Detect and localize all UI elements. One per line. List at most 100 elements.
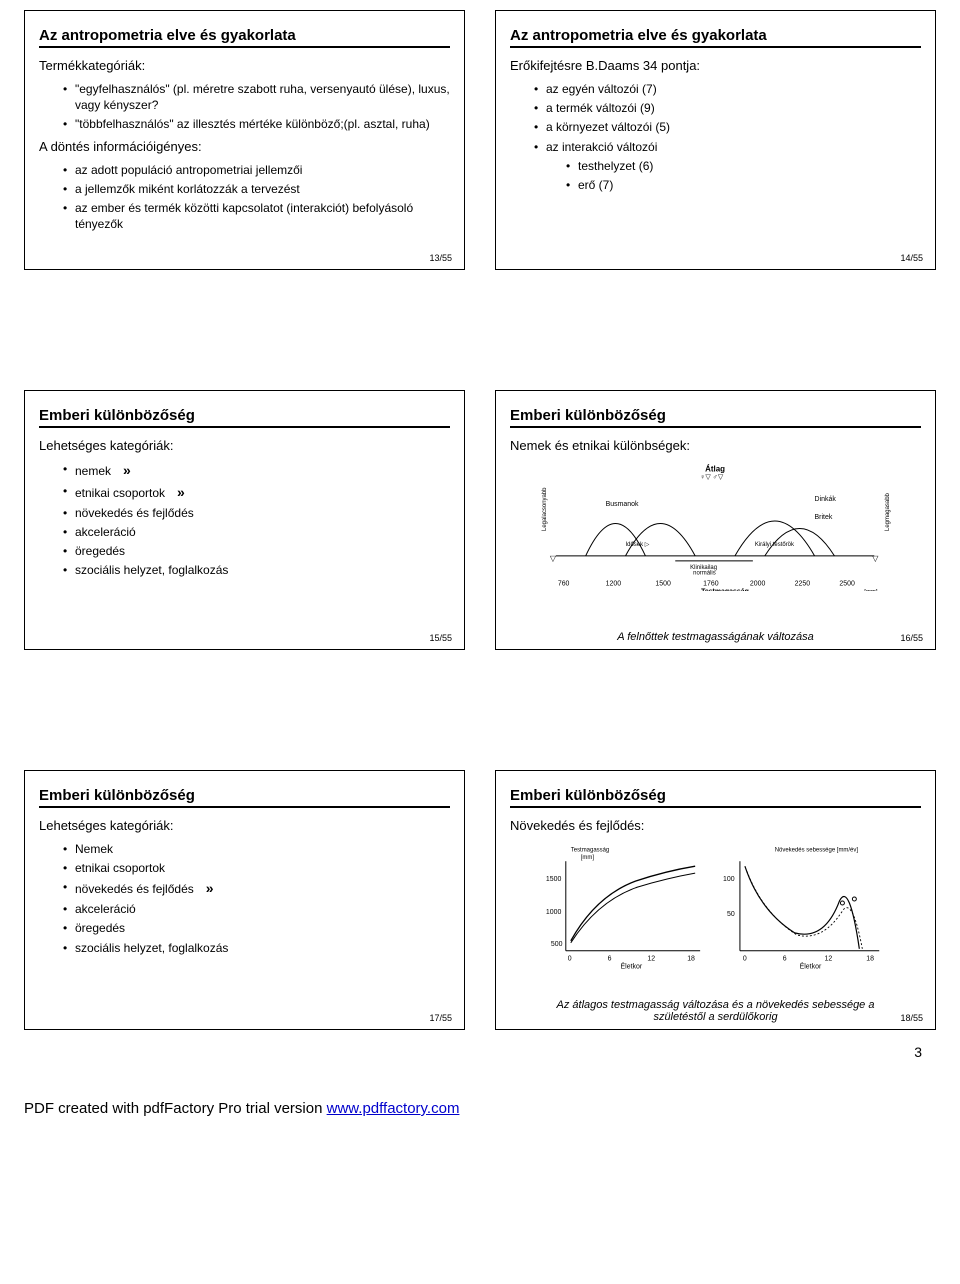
subhead: Lehetséges kategóriák: bbox=[39, 818, 450, 833]
chart-caption: A felnőttek testmagasságának változása bbox=[496, 631, 935, 643]
svg-text:Busmanok: Busmanok bbox=[606, 501, 639, 508]
svg-text:Növekedés sebessége [mm/év]: Növekedés sebessége [mm/év] bbox=[775, 847, 859, 853]
slide-18: Emberi különbözőség Növekedés és fejlődé… bbox=[495, 770, 936, 1030]
list-item: szociális helyzet, foglalkozás bbox=[67, 940, 450, 956]
list-item: etnikai csoportok » bbox=[67, 483, 450, 502]
list-item: erő (7) bbox=[570, 177, 921, 193]
list-item-text: az interakció változói bbox=[546, 140, 657, 154]
bullet-list: nemek» etnikai csoportok » növekedés és f… bbox=[39, 461, 450, 579]
list-item: öregedés bbox=[67, 543, 450, 559]
list-item: Nemek bbox=[67, 841, 450, 857]
list-item-text: etnikai csoportok bbox=[75, 486, 165, 500]
slide-13: Az antropometria elve és gyakorlata Term… bbox=[24, 10, 465, 270]
svg-text:1760: 1760 bbox=[704, 581, 720, 588]
page: Az antropometria elve és gyakorlata Term… bbox=[0, 0, 960, 1137]
list-item: etnikai csoportok bbox=[67, 860, 450, 876]
page-number: 18/55 bbox=[900, 1013, 923, 1023]
svg-text:▽: ▽ bbox=[550, 554, 557, 563]
list-item: nemek» bbox=[67, 461, 450, 480]
subhead: Lehetséges kategóriák: bbox=[39, 438, 450, 453]
svg-text:Legalacsonyabb: Legalacsonyabb bbox=[542, 487, 548, 531]
svg-text:Királyi testőrök: Királyi testőrök bbox=[755, 542, 794, 548]
svg-text:2500: 2500 bbox=[840, 581, 856, 588]
svg-text:6: 6 bbox=[783, 956, 787, 963]
list-item: szociális helyzet, foglalkozás bbox=[67, 562, 450, 578]
footer-text: PDF created with pdfFactory Pro trial ve… bbox=[24, 1100, 327, 1117]
svg-text:[mm]: [mm] bbox=[865, 590, 879, 591]
svg-text:Életkor: Életkor bbox=[800, 962, 822, 971]
list-item: az interakció változói testhelyzet (6) e… bbox=[538, 139, 921, 194]
bullet-list: az egyén változói (7) a termék változói … bbox=[510, 81, 921, 193]
chart-label: Átlag bbox=[706, 464, 726, 473]
list-item: testhelyzet (6) bbox=[570, 158, 921, 174]
page-number: 15/55 bbox=[429, 633, 452, 643]
svg-text:50: 50 bbox=[727, 911, 735, 918]
sub-list: testhelyzet (6) erő (7) bbox=[546, 158, 921, 193]
svg-text:760: 760 bbox=[558, 581, 570, 588]
list-item: "többfelhasználós" az illesztés mértéke … bbox=[67, 116, 450, 132]
slide-title: Emberi különbözőség bbox=[39, 781, 450, 808]
svg-text:Testmagasság: Testmagasság bbox=[702, 589, 750, 591]
svg-text:Legmagasabb: Legmagasabb bbox=[886, 492, 892, 531]
outer-page-number: 3 bbox=[914, 1044, 922, 1060]
page-number: 13/55 bbox=[429, 253, 452, 263]
growth-chart: Testmagasság [mm] 1500 1000 500 0 6 12 1… bbox=[526, 841, 904, 971]
subhead: Erőkifejtésre B.Daams 34 pontja: bbox=[510, 58, 921, 73]
svg-text:12: 12 bbox=[648, 956, 656, 963]
arrow-icon: » bbox=[206, 879, 214, 898]
svg-text:normális: normális bbox=[694, 571, 717, 577]
subhead: A döntés információigényes: bbox=[39, 139, 450, 154]
list-item: öregedés bbox=[67, 920, 450, 936]
svg-text:1500: 1500 bbox=[656, 581, 672, 588]
outer-page-number-wrap: 3 bbox=[24, 1030, 936, 1060]
svg-text:Idősek ▷: Idősek ▷ bbox=[626, 542, 650, 548]
svg-text:1500: 1500 bbox=[546, 876, 562, 883]
list-item: a jellemzők miként korlátozzák a tervezé… bbox=[67, 181, 450, 197]
svg-text:1200: 1200 bbox=[606, 581, 622, 588]
list-item: az adott populáció antropometriai jellem… bbox=[67, 162, 450, 178]
svg-text:2000: 2000 bbox=[750, 581, 766, 588]
page-number: 14/55 bbox=[900, 253, 923, 263]
svg-text:0: 0 bbox=[743, 956, 747, 963]
svg-text:▽: ▽ bbox=[873, 554, 880, 563]
list-item: akceleráció bbox=[67, 901, 450, 917]
list-item-text: nemek bbox=[75, 464, 111, 478]
svg-text:0: 0 bbox=[568, 956, 572, 963]
svg-text:♀▽ ♂▽: ♀▽ ♂▽ bbox=[701, 474, 725, 481]
bullet-list: "egyfelhasználós" (pl. méretre szabott r… bbox=[39, 81, 450, 133]
list-item: növekedés és fejlődés bbox=[67, 505, 450, 521]
slide-16: Emberi különbözőség Nemek és etnikai kül… bbox=[495, 390, 936, 650]
pdf-footer: PDF created with pdfFactory Pro trial ve… bbox=[24, 1100, 936, 1117]
list-item: az ember és termék közötti kapcsolatot (… bbox=[67, 200, 450, 232]
list-item: akceleráció bbox=[67, 524, 450, 540]
svg-text:6: 6 bbox=[608, 956, 612, 963]
svg-text:500: 500 bbox=[551, 941, 563, 948]
svg-text:100: 100 bbox=[723, 876, 735, 883]
slide-grid: Az antropometria elve és gyakorlata Term… bbox=[24, 10, 936, 1030]
slide-title: Emberi különbözőség bbox=[510, 781, 921, 808]
slide-15: Emberi különbözőség Lehetséges kategóriá… bbox=[24, 390, 465, 650]
distribution-chart: Átlag ♀▽ ♂▽ Busmanok Dinkák Britek Időse… bbox=[526, 461, 904, 591]
footer-link[interactable]: www.pdffactory.com bbox=[327, 1100, 460, 1117]
list-item: "egyfelhasználós" (pl. méretre szabott r… bbox=[67, 81, 450, 113]
slide-title: Emberi különbözőség bbox=[510, 401, 921, 428]
bullet-list: Nemek etnikai csoportok növekedés és fej… bbox=[39, 841, 450, 956]
page-number: 16/55 bbox=[900, 633, 923, 643]
list-item-text: növekedés és fejlődés bbox=[75, 882, 194, 896]
svg-text:[mm]: [mm] bbox=[581, 855, 595, 861]
slide-title: Az antropometria elve és gyakorlata bbox=[510, 21, 921, 48]
slide-17: Emberi különbözőség Lehetséges kategóriá… bbox=[24, 770, 465, 1030]
slide-title: Az antropometria elve és gyakorlata bbox=[39, 21, 450, 48]
subhead: Termékkategóriák: bbox=[39, 58, 450, 73]
list-item: az egyén változói (7) bbox=[538, 81, 921, 97]
svg-text:2250: 2250 bbox=[795, 581, 811, 588]
slide-title: Emberi különbözőség bbox=[39, 401, 450, 428]
slide-14: Az antropometria elve és gyakorlata Erők… bbox=[495, 10, 936, 270]
list-item: a termék változói (9) bbox=[538, 100, 921, 116]
list-item: növekedés és fejlődés » bbox=[67, 879, 450, 898]
svg-text:Testmagasság: Testmagasság bbox=[571, 847, 610, 853]
subhead: Nemek és etnikai különbségek: bbox=[510, 438, 921, 453]
subhead: Növekedés és fejlődés: bbox=[510, 818, 921, 833]
svg-text:18: 18 bbox=[688, 956, 696, 963]
arrow-icon: » bbox=[177, 483, 185, 502]
